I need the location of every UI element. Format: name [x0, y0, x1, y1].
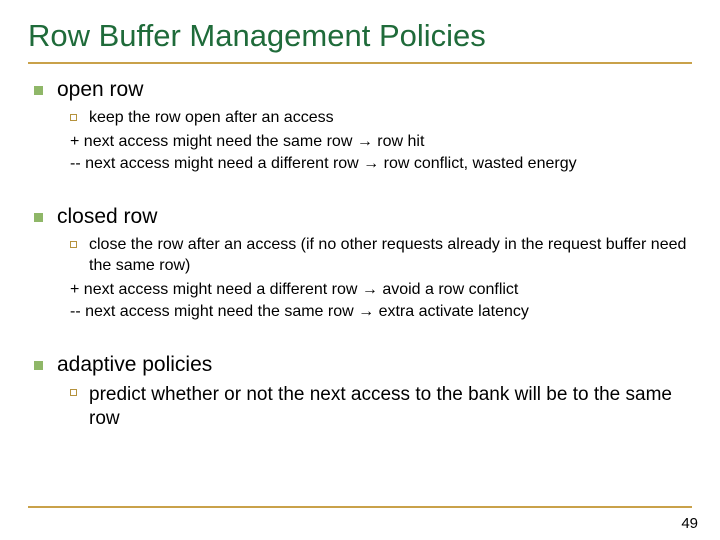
open-row-minus: -- next access might need a different ro…: [70, 153, 692, 175]
sub-bullet: predict whether or not the next access t…: [70, 383, 692, 432]
sub-bullet: keep the row open after an access: [70, 108, 692, 129]
closed-row-sub: close the row after an access (if no oth…: [89, 235, 692, 277]
bullet-adaptive: adaptive policies: [34, 353, 692, 377]
open-row-sub: keep the row open after an access: [89, 108, 334, 129]
adaptive-details: predict whether or not the next access t…: [70, 383, 692, 432]
footer-underline: [28, 506, 692, 508]
sub-bullet: close the row after an access (if no oth…: [70, 235, 692, 277]
heading-adaptive: adaptive policies: [57, 353, 212, 377]
bullet-open-row: open row: [34, 78, 692, 102]
open-row-details: keep the row open after an access + next…: [70, 108, 692, 175]
closed-row-plus: + next access might need a different row…: [70, 279, 692, 301]
adaptive-sub: predict whether or not the next access t…: [89, 383, 692, 432]
square-bullet-icon: [34, 361, 43, 370]
open-row-plus: + next access might need the same row → …: [70, 131, 692, 153]
heading-open-row: open row: [57, 78, 143, 102]
hollow-square-icon: [70, 389, 77, 396]
content-area: open row keep the row open after an acce…: [28, 78, 692, 432]
slide-title: Row Buffer Management Policies: [28, 18, 692, 54]
slide-container: Row Buffer Management Policies open row …: [0, 0, 720, 540]
page-number: 49: [681, 515, 698, 532]
hollow-square-icon: [70, 241, 77, 248]
square-bullet-icon: [34, 213, 43, 222]
closed-row-minus: -- next access might need the same row →…: [70, 301, 692, 323]
heading-closed-row: closed row: [57, 205, 157, 229]
title-underline: [28, 62, 692, 64]
hollow-square-icon: [70, 114, 77, 121]
closed-row-details: close the row after an access (if no oth…: [70, 235, 692, 323]
square-bullet-icon: [34, 86, 43, 95]
bullet-closed-row: closed row: [34, 205, 692, 229]
